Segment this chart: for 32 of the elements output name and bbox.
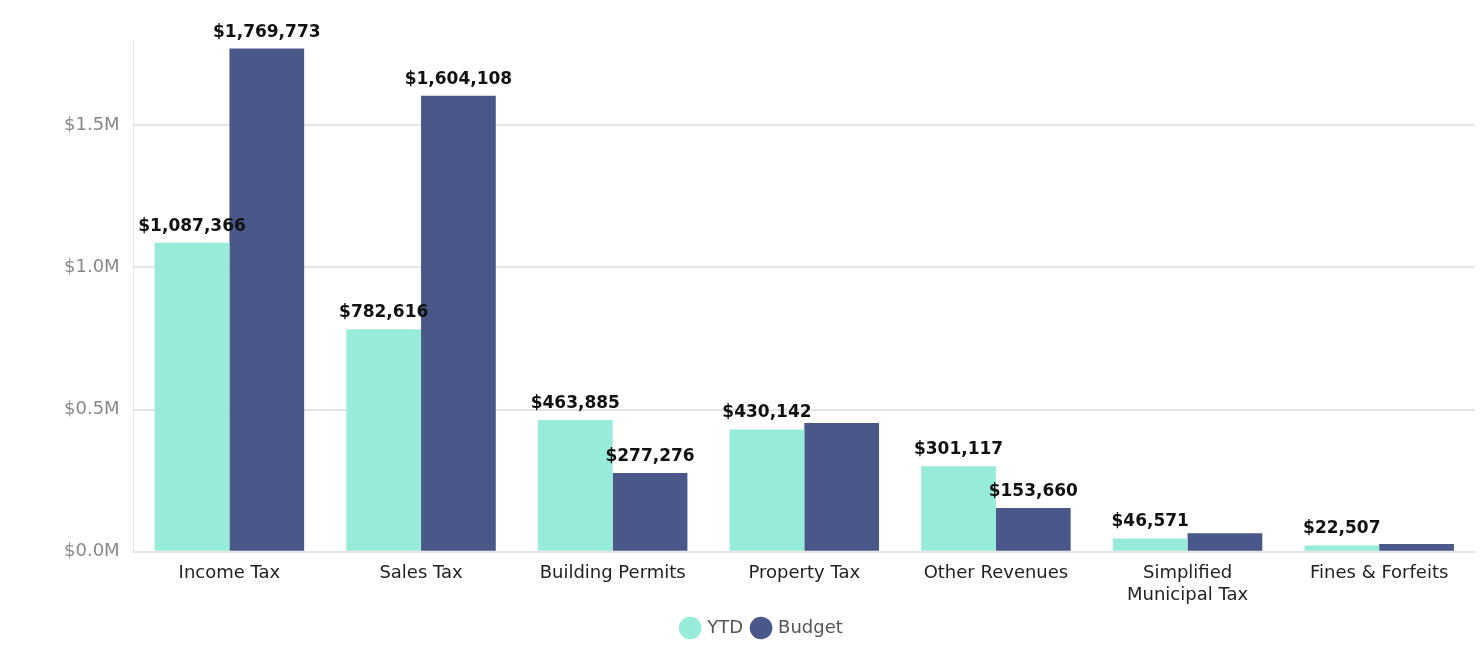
y-tick-label: $0.0M bbox=[64, 539, 120, 561]
data-label: $277,276 bbox=[605, 444, 695, 465]
bar bbox=[612, 472, 688, 551]
data-label: $301,117 bbox=[913, 438, 1004, 459]
bar bbox=[1187, 533, 1263, 551]
data-label: $153,660 bbox=[988, 480, 1079, 501]
legend-label: YTD bbox=[706, 615, 744, 637]
data-label: $1,604,108 bbox=[404, 67, 513, 88]
y-tick-label: $0.5M bbox=[64, 397, 120, 419]
bar bbox=[1112, 538, 1188, 551]
bar bbox=[729, 429, 805, 551]
y-tick-label: $1.5M bbox=[64, 112, 120, 134]
x-tick-label: Property Tax bbox=[748, 561, 861, 583]
data-label: $430,142 bbox=[722, 401, 812, 422]
bar bbox=[346, 329, 422, 551]
bar bbox=[1379, 544, 1454, 551]
data-label: $46,571 bbox=[1111, 510, 1189, 531]
x-tick-label: Income Tax bbox=[178, 561, 281, 583]
data-label: $22,507 bbox=[1303, 517, 1381, 538]
bar bbox=[804, 423, 880, 551]
data-label: $463,885 bbox=[530, 391, 620, 412]
legend-label: Budget bbox=[778, 615, 843, 637]
y-tick-label: $1.0M bbox=[64, 255, 120, 277]
x-tick-label: Other Revenues bbox=[923, 561, 1069, 583]
x-tick-label: Building Permits bbox=[539, 561, 686, 583]
bar bbox=[1304, 545, 1380, 551]
bar bbox=[154, 242, 230, 551]
x-tick-label: Sales Tax bbox=[379, 561, 464, 583]
x-tick-label: Fines & Forfeits bbox=[1310, 561, 1449, 583]
data-label: $1,769,773 bbox=[213, 20, 321, 41]
bar bbox=[995, 508, 1071, 551]
x-tick-label: Simplified Municipal Tax bbox=[1127, 561, 1249, 604]
